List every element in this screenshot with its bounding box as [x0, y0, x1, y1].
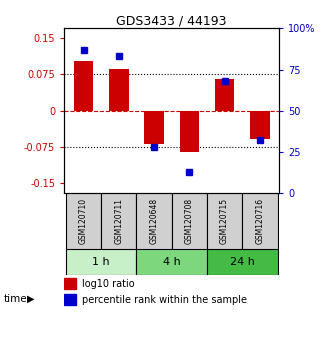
- Bar: [109, 69, 128, 111]
- Bar: [64, 278, 76, 289]
- Text: GSM120648: GSM120648: [150, 198, 159, 244]
- Text: GSM120716: GSM120716: [256, 198, 265, 244]
- Bar: [136, 250, 207, 275]
- Text: 1 h: 1 h: [92, 257, 110, 268]
- Text: GSM120710: GSM120710: [79, 198, 88, 244]
- Bar: [172, 193, 207, 250]
- Bar: [207, 193, 242, 250]
- Bar: [250, 111, 270, 139]
- Bar: [64, 294, 76, 306]
- Text: GSM120708: GSM120708: [185, 198, 194, 244]
- Bar: [74, 61, 93, 111]
- Text: 4 h: 4 h: [163, 257, 181, 268]
- Text: 24 h: 24 h: [230, 257, 255, 268]
- Text: percentile rank within the sample: percentile rank within the sample: [82, 295, 247, 305]
- Text: log10 ratio: log10 ratio: [82, 279, 135, 289]
- Text: time: time: [3, 294, 27, 304]
- Bar: [215, 79, 234, 111]
- Text: ▶: ▶: [27, 294, 35, 304]
- Text: GSM120715: GSM120715: [220, 198, 229, 244]
- Bar: [66, 193, 101, 250]
- Bar: [180, 111, 199, 152]
- Bar: [66, 250, 136, 275]
- Title: GDS3433 / 44193: GDS3433 / 44193: [117, 14, 227, 27]
- Bar: [136, 193, 172, 250]
- Bar: [207, 250, 278, 275]
- Text: GSM120711: GSM120711: [114, 198, 123, 244]
- Bar: [144, 111, 164, 144]
- Bar: [101, 193, 136, 250]
- Bar: [242, 193, 278, 250]
